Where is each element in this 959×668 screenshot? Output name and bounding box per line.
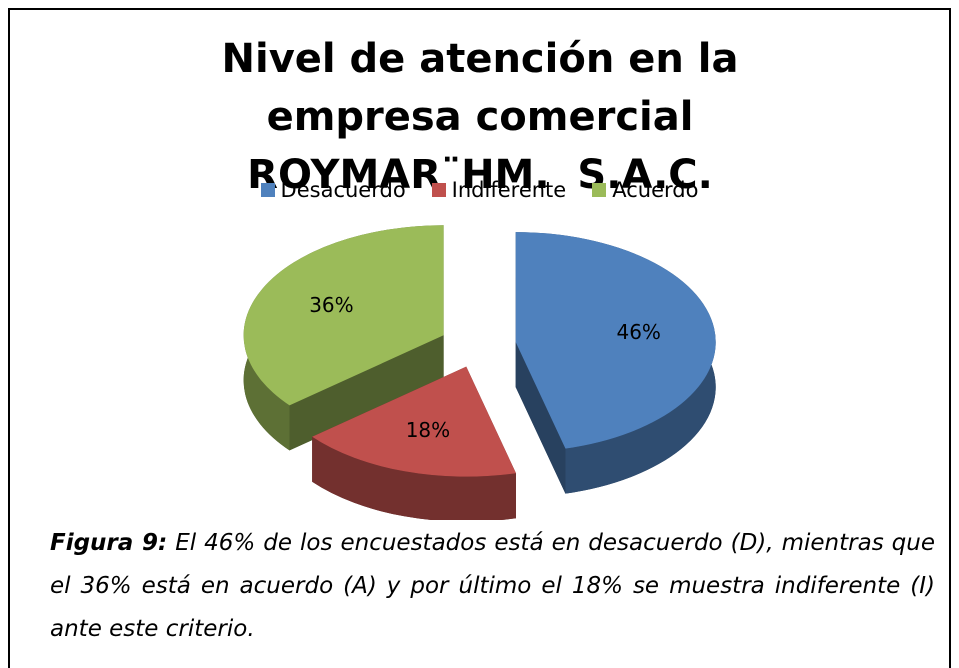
slice-rim <box>312 436 516 520</box>
legend-item: Indiferente <box>431 178 567 202</box>
legend-swatch <box>592 183 607 197</box>
caption-text: El 46% de los encuestados está en desacu… <box>50 530 936 642</box>
legend-label: Indiferente <box>451 178 567 202</box>
slice <box>312 366 516 477</box>
slice-wall <box>515 342 566 494</box>
slice <box>243 225 444 406</box>
chart-title: Nivel de atención en la empresa comercia… <box>221 36 753 198</box>
frame <box>8 8 951 668</box>
data-label: 36% <box>309 293 353 317</box>
slice <box>515 232 716 449</box>
legend-item: Desacuerdo <box>260 178 406 202</box>
legend-swatch <box>431 183 446 197</box>
data-label: 46% <box>616 320 660 344</box>
data-label: 18% <box>406 418 450 442</box>
legend-item: Acuerdo <box>592 178 698 202</box>
caption-label: Figura 9: <box>50 530 168 556</box>
pie-chart: 46% 18% 36% <box>243 225 716 520</box>
legend-label: Desacuerdo <box>280 178 406 202</box>
slice-wall <box>289 335 444 451</box>
caption: Figura 9: El 46% de los encuestados está… <box>50 522 935 651</box>
legend-label: Acuerdo <box>612 178 699 202</box>
legend-swatch <box>260 183 275 197</box>
legend: Desacuerdo Indiferente Acuerdo <box>0 178 959 202</box>
